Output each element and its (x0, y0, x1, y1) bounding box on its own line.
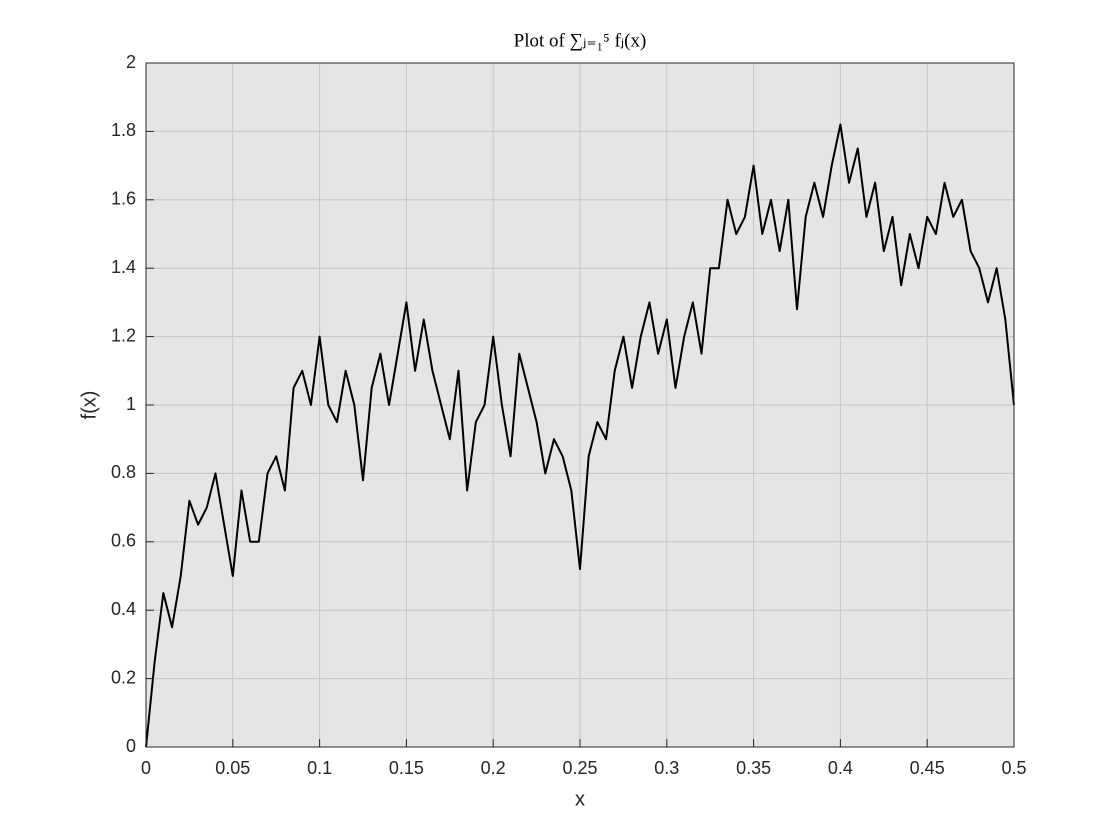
y-tick-label: 0.6 (111, 531, 136, 551)
x-tick-label: 0.2 (481, 758, 506, 778)
y-tick-label: 2 (126, 52, 136, 72)
marks (145, 123, 1015, 748)
y-tick-label: 1.4 (111, 257, 136, 277)
y-tick-label: 1.6 (111, 189, 136, 209)
y-tick-label: 0 (126, 736, 136, 756)
x-tick-label: 0.3 (654, 758, 679, 778)
x-tick-label: 0.05 (215, 758, 250, 778)
chart-title: Plot of ∑ⱼ₌₁⁵ fⱼ(x) (514, 30, 647, 51)
y-tick-label: 1.2 (111, 325, 136, 345)
x-tick-label: 0.15 (389, 758, 424, 778)
x-tick-label: 0.5 (1001, 758, 1026, 778)
x-tick-label: 0.35 (736, 758, 771, 778)
y-tick-label: 1 (126, 394, 136, 414)
y-tick-label: 0.8 (111, 462, 136, 482)
x-tick-label: 0.1 (307, 758, 332, 778)
y-tick-label: 0.4 (111, 599, 136, 619)
x-tick-label: 0 (141, 758, 151, 778)
y-axis-label: f(x) (78, 391, 100, 420)
x-tick-label: 0.4 (828, 758, 853, 778)
x-tick-label: 0.45 (910, 758, 945, 778)
x-tick-label: 0.25 (562, 758, 597, 778)
y-tick-label: 0.2 (111, 667, 136, 687)
line (145, 123, 1015, 748)
x-axis-label: x (575, 788, 585, 810)
y-tick-label: 1.8 (111, 120, 136, 140)
